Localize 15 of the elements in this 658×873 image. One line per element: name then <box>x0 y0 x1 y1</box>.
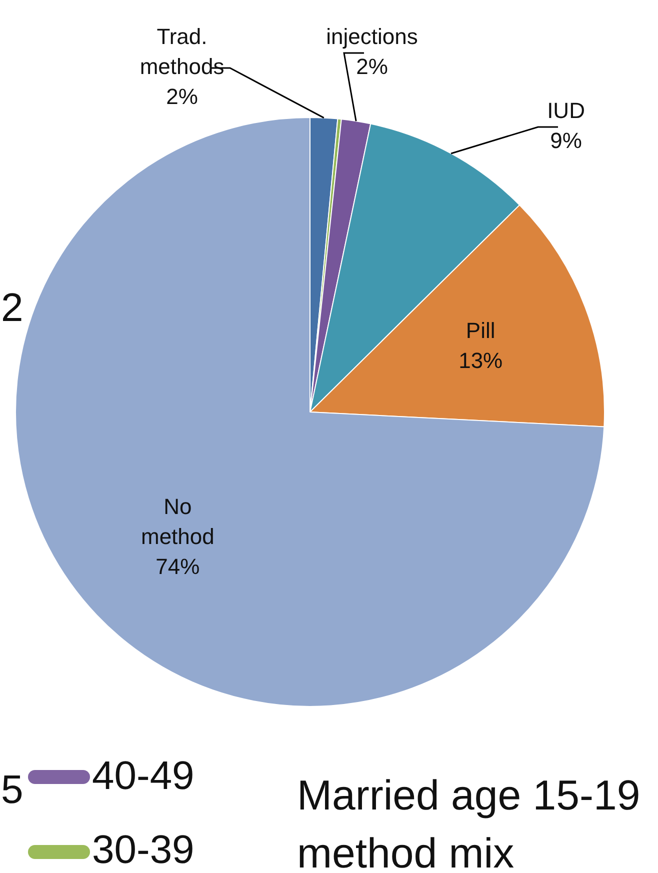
slice-label: IUD <box>547 98 585 124</box>
slice-label: Trad. methods <box>140 24 224 80</box>
text: 5 <box>1 768 24 812</box>
text: 2 <box>1 286 24 330</box>
data-label: 2% <box>356 54 388 80</box>
slice-label: Pill <box>466 318 496 343</box>
data-label: 9% <box>550 128 582 154</box>
slice-label: No method <box>140 494 214 549</box>
data-label: 2% <box>166 84 198 110</box>
text: Married age 15-19 method mix <box>297 772 640 873</box>
text: 30-39 <box>92 828 194 872</box>
data-label: 13% <box>458 348 503 373</box>
slice-label: injections <box>326 24 418 50</box>
data-label: 74% <box>156 554 200 579</box>
text: 40-49 <box>92 754 194 798</box>
